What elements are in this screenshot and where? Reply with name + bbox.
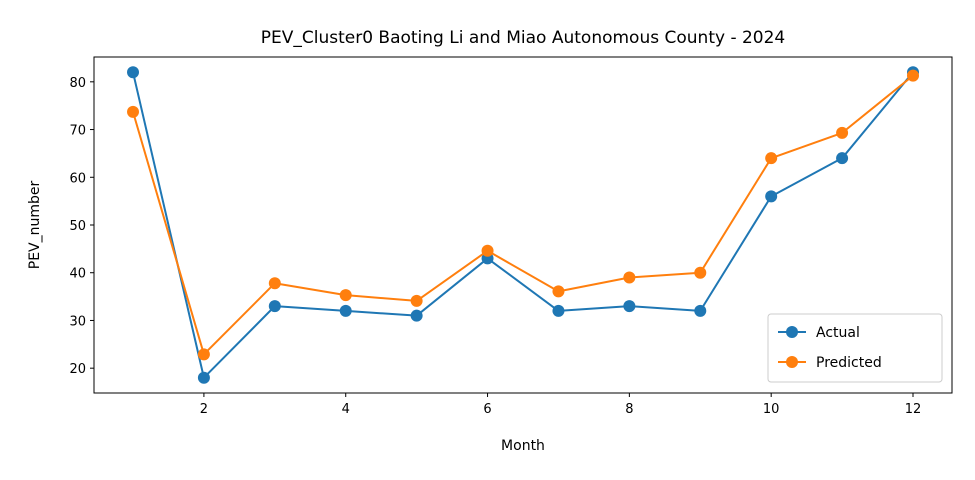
y-axis-ticks: 20 30 40 50 60 70 80 (69, 76, 94, 377)
x-tick-label: 6 (483, 402, 491, 417)
data-point-actual (694, 304, 707, 317)
legend-label-actual: Actual (816, 325, 860, 341)
y-tick-label: 80 (69, 76, 86, 91)
x-tick-label: 12 (905, 402, 922, 417)
data-point-actual (623, 300, 636, 313)
data-point-predicted (552, 285, 565, 298)
data-point-actual (836, 152, 849, 165)
legend-marker-actual (786, 326, 798, 338)
data-point-predicted (197, 348, 210, 361)
data-point-actual (765, 190, 778, 203)
data-point-predicted (907, 69, 919, 82)
data-point-actual (339, 304, 352, 317)
data-point-predicted (765, 152, 778, 165)
data-point-predicted (410, 294, 423, 307)
y-axis-label: PEV_number (27, 181, 43, 270)
x-axis-label: Month (501, 438, 545, 454)
data-point-actual (410, 309, 423, 322)
data-point-predicted (623, 271, 636, 284)
legend-marker-predicted (786, 356, 798, 368)
series-layer (127, 66, 919, 384)
data-point-actual (552, 304, 565, 317)
x-tick-label: 2 (200, 402, 208, 417)
data-point-predicted (268, 277, 281, 290)
chart-title: PEV_Cluster0 Baoting Li and Miao Autonom… (261, 28, 786, 48)
x-tick-label: 4 (342, 402, 350, 417)
data-point-actual (127, 66, 139, 79)
data-point-actual (268, 300, 281, 313)
data-point-predicted (836, 126, 849, 139)
series-line-predicted (132, 74, 914, 356)
data-point-predicted (127, 105, 139, 118)
x-tick-label: 10 (763, 402, 780, 417)
y-tick-label: 70 (69, 124, 86, 139)
legend-frame (767, 313, 943, 383)
x-axis-ticks: 2 4 6 8 10 12 (200, 393, 922, 417)
data-point-predicted (694, 266, 707, 279)
y-tick-label: 60 (69, 171, 86, 186)
y-tick-label: 20 (69, 362, 86, 377)
legend-label-predicted: Predicted (816, 355, 882, 371)
data-point-predicted (481, 244, 494, 257)
x-tick-label: 8 (625, 402, 633, 417)
y-tick-label: 40 (69, 267, 86, 282)
y-tick-label: 30 (69, 314, 86, 329)
plot-frame (93, 56, 953, 394)
y-tick-label: 50 (69, 219, 86, 234)
legend: Actual Predicted (767, 313, 943, 383)
data-point-predicted (339, 289, 352, 302)
data-point-actual (197, 371, 210, 384)
series-line-actual (132, 71, 914, 379)
